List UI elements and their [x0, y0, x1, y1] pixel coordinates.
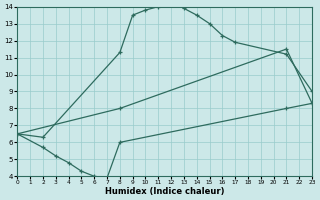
X-axis label: Humidex (Indice chaleur): Humidex (Indice chaleur): [105, 187, 224, 196]
